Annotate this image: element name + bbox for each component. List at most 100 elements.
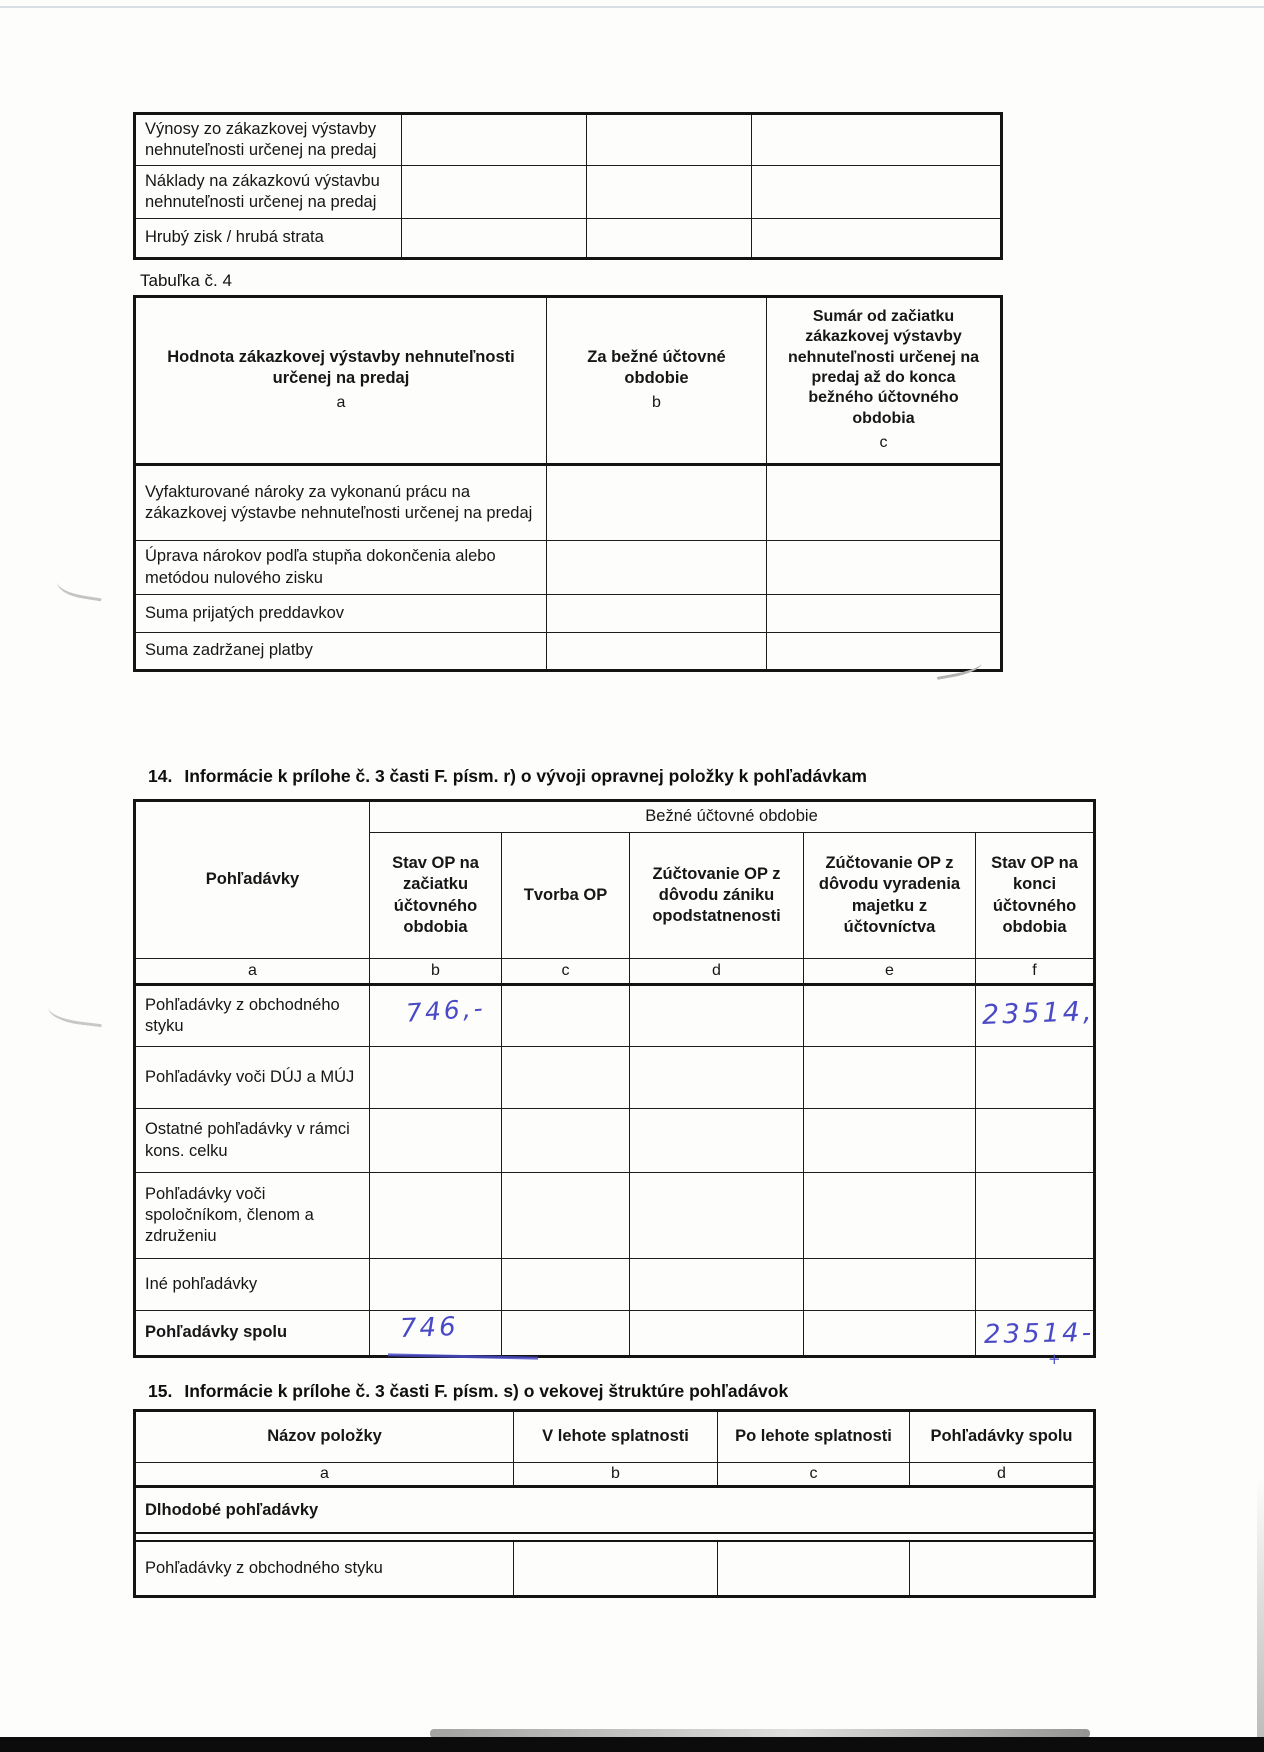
table-row: Vyfakturované nároky za vykonanú prácu n…: [134, 464, 1002, 541]
column-letter: d: [629, 958, 804, 986]
empty-cell: [629, 1258, 804, 1311]
row-label: Ostatné pohľadávky v rámci kons. celku: [134, 1108, 370, 1173]
value-cell: 23514,: [974, 984, 1096, 1047]
column-letter: d: [909, 1461, 1095, 1489]
receivables-age-structure-table: Názov položky V lehote splatnosti Po leh…: [133, 1409, 1096, 1599]
empty-cell: [803, 984, 976, 1047]
empty-cell: [751, 165, 1002, 219]
subheader-row: Stav OP na začiatku účtovného obdobia Tv…: [135, 832, 1096, 959]
row-label: Pohľadávky z obchodného styku: [134, 1540, 514, 1598]
empty-cell: [766, 594, 1002, 633]
group-row: Dlhodobé pohľadávky: [134, 1486, 1095, 1534]
column-letter: c: [879, 434, 888, 452]
section-number: 14.: [148, 766, 173, 786]
empty-cell: [513, 1540, 718, 1598]
empty-cell: [909, 1540, 1095, 1598]
scan-artifact-right-edge: [1257, 1477, 1264, 1737]
table-row: Výnosy zo zákazkovej výstavby nehnuteľno…: [134, 113, 1002, 166]
empty-cell: [751, 113, 1002, 166]
section15-heading: 15. Informácie k prílohe č. 3 časti F. pí…: [148, 1381, 788, 1402]
contract-construction-table: Výnosy zo zákazkovej výstavby nehnuteľno…: [133, 112, 1003, 260]
current-period-header: Bežné účtovné obdobie: [368, 800, 1096, 833]
empty-cell: [501, 1310, 630, 1357]
table-row: Pohľadávky z obchodného styku 746,- 2351…: [134, 984, 1096, 1047]
table4-header-b: Za bežné účtovné obdobie b: [546, 296, 767, 466]
section-number: 15.: [148, 1381, 173, 1401]
empty-cell: [401, 113, 587, 166]
table4-header-c: Sumár od začiatku zákazkovej výstavby ne…: [766, 296, 1002, 466]
group-header-row: Pohľadávky Bežné účtovné obdobie: [134, 800, 1096, 959]
col-d-header: Pohľadávky spolu: [909, 1410, 1095, 1463]
table-row: Iné pohľadávky: [134, 1258, 1096, 1311]
row-label: Hrubý zisk / hrubá strata: [134, 218, 402, 259]
scan-artifact-bottom-edge: [0, 1737, 1264, 1752]
table-row: Suma prijatých preddavkov: [134, 594, 1002, 633]
empty-cell: [546, 540, 767, 595]
col-b-header: V lehote splatnosti: [513, 1410, 718, 1463]
empty-cell: [501, 1258, 630, 1311]
empty-cell: [629, 984, 804, 1047]
header-row: Názov položky V lehote splatnosti Po leh…: [134, 1410, 1095, 1463]
table-row: Náklady na zákazkovú výstavbu nehnuteľno…: [134, 165, 1002, 219]
empty-cell: [974, 1172, 1096, 1259]
value-cell: 746,-: [369, 984, 502, 1047]
empty-cell: [501, 984, 630, 1047]
col-e-header: Zúčtovanie OP z dôvodu vyradenia majetku…: [803, 832, 976, 959]
empty-cell: [369, 1046, 502, 1109]
row-label: Suma zadržanej platby: [134, 632, 547, 671]
row-label: Suma prijatých preddavkov: [134, 594, 547, 633]
table-row: Pohľadávky z obchodného styku: [134, 1540, 1095, 1598]
empty-cell: [586, 165, 752, 219]
empty-cell: [629, 1046, 804, 1109]
column-letter: b: [369, 958, 502, 986]
column-letter: c: [501, 958, 630, 986]
empty-cell: [717, 1540, 910, 1598]
table-row: Suma zadržanej platby: [134, 632, 1002, 671]
column-letters-row: a b c d e f: [134, 958, 1096, 986]
receivables-provisions-table: Pohľadávky Bežné účtovné obdobie Stav OP…: [133, 799, 1097, 1368]
empty-cell: [546, 594, 767, 633]
empty-cell: [369, 1172, 502, 1259]
table4-caption: Tabuľka č. 4: [140, 271, 232, 290]
row-label: Iné pohľadávky: [134, 1258, 370, 1311]
handwritten-value: 23514,: [981, 996, 1095, 1031]
column-letter: a: [134, 1461, 514, 1489]
col-b-header: Stav OP na začiatku účtovného obdobia: [369, 832, 502, 959]
column-letter: c: [717, 1461, 910, 1489]
scan-artifact-bottom-noise: [430, 1729, 1090, 1738]
handwritten-value: 23514-: [983, 1318, 1095, 1350]
empty-cell: [974, 1108, 1096, 1173]
table4-header-a: Hodnota zákazkovej výstavby nehnuteľnost…: [134, 296, 547, 466]
col-c-header: Tvorba OP: [501, 832, 630, 959]
value-cell: 746: [369, 1310, 539, 1360]
empty-cell: [501, 1046, 630, 1109]
col-d-header: Zúčtovanie OP z dôvodu zániku opodstatne…: [629, 832, 804, 959]
spacer-row: [134, 1531, 1095, 1542]
table-row: Úprava nárokov podľa stupňa dokončenia a…: [134, 540, 1002, 595]
row-label: Výnosy zo zákazkovej výstavby nehnuteľno…: [134, 113, 402, 166]
table-row: Ostatné pohľadávky v rámci kons. celku: [134, 1108, 1096, 1173]
column-letters-row: a b c d: [134, 1461, 1095, 1489]
row-label: Vyfakturované nároky za vykonanú prácu n…: [134, 464, 547, 541]
group-label: Dlhodobé pohľadávky: [134, 1486, 1095, 1534]
row-label: Pohľadávky voči DÚJ a MÚJ: [134, 1046, 370, 1109]
receivables-header: Pohľadávky: [134, 800, 370, 959]
column-letter: a: [134, 958, 370, 986]
section-title: Informácie k prílohe č. 3 časti F. písm.…: [184, 1381, 789, 1401]
scan-artifact-curve: [46, 998, 105, 1028]
row-label: Úprava nárokov podľa stupňa dokončenia a…: [134, 540, 547, 595]
row-label: Pohľadávky spolu: [134, 1310, 370, 1357]
empty-cell: [803, 1258, 976, 1311]
spacer-cell: [134, 1531, 1095, 1542]
empty-cell: [766, 632, 1002, 671]
section-title: Informácie k prílohe č. 3 časti F. písm.…: [184, 766, 867, 786]
empty-cell: [546, 632, 767, 671]
empty-cell: [586, 113, 752, 166]
empty-cell: [803, 1172, 976, 1259]
header-text: Sumár od začiatku zákazkovej výstavby ne…: [787, 307, 980, 427]
column-letter: b: [513, 1461, 718, 1489]
empty-cell: [766, 540, 1002, 595]
header-text: Za bežné účtovné obdobie: [587, 347, 726, 387]
col-c-header: Po lehote splatnosti: [717, 1410, 910, 1463]
column-letter: b: [652, 394, 661, 412]
